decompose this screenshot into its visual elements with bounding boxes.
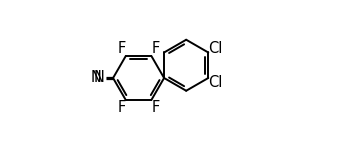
Text: Cl: Cl [208,75,223,90]
Text: F: F [151,41,159,56]
Text: F: F [118,100,126,115]
Text: Cl: Cl [208,41,223,56]
Text: N: N [94,71,105,85]
Text: F: F [118,41,126,56]
Text: F: F [151,100,159,115]
Text: N: N [91,71,102,85]
